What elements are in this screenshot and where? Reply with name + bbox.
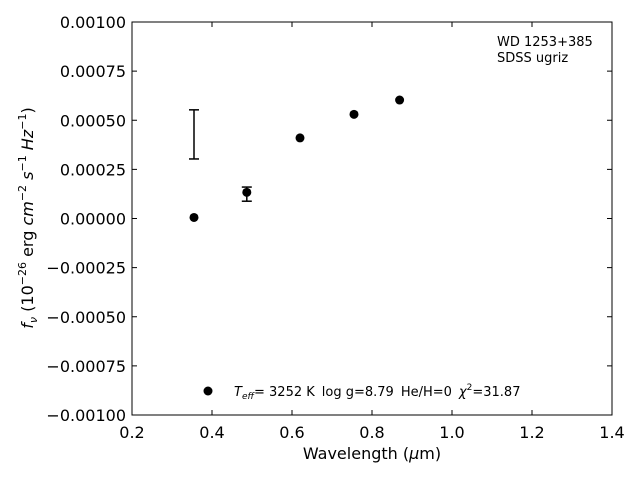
y-tick-label: 0.00025 [60, 160, 126, 179]
x-axis-ticks: 0.2 0.4 0.6 0.8 1.0 1.2 1.4 [119, 22, 625, 442]
y-tick-label: −0.00075 [46, 357, 126, 376]
x-tick-label: 0.6 [279, 423, 304, 442]
y-axis-ticks: 0.00100 0.00075 0.00050 0.00025 0.00000 −0.00… [46, 13, 612, 425]
y-tick-label: −0.00025 [46, 259, 126, 278]
x-tick-label: 0.8 [359, 423, 384, 442]
data-point [242, 187, 252, 197]
x-tick-label: 1.2 [519, 423, 544, 442]
annotation-line-1: WD 1253+385 [497, 35, 593, 50]
y-tick-label: −0.00100 [46, 406, 126, 425]
data-point [395, 95, 405, 105]
data-points [189, 95, 405, 222]
y-tick-label: 0.00100 [60, 13, 126, 32]
x-tick-label: 1.4 [599, 423, 624, 442]
legend-marker [203, 386, 213, 396]
y-tick-label: 0.00050 [60, 111, 126, 130]
y-tick-label: 0.00000 [60, 210, 126, 229]
data-point [349, 109, 359, 119]
x-tick-label: 1.0 [439, 423, 464, 442]
annotation-line-2: SDSS ugriz [497, 51, 568, 66]
plot-area [131, 21, 613, 416]
y-tick-label: 0.00075 [60, 62, 126, 81]
y-tick-label: −0.00050 [46, 308, 126, 327]
x-tick-label: 0.4 [199, 423, 224, 442]
error-bar-sample [189, 109, 199, 160]
y-axis-label: fν (10−26 erg cm−2 s−1 Hz−1) [16, 107, 40, 328]
data-point [295, 133, 305, 143]
x-tick-label: 0.2 [119, 423, 144, 442]
data-point [189, 212, 199, 222]
x-axis-label: Wavelength (μm) [303, 444, 441, 463]
